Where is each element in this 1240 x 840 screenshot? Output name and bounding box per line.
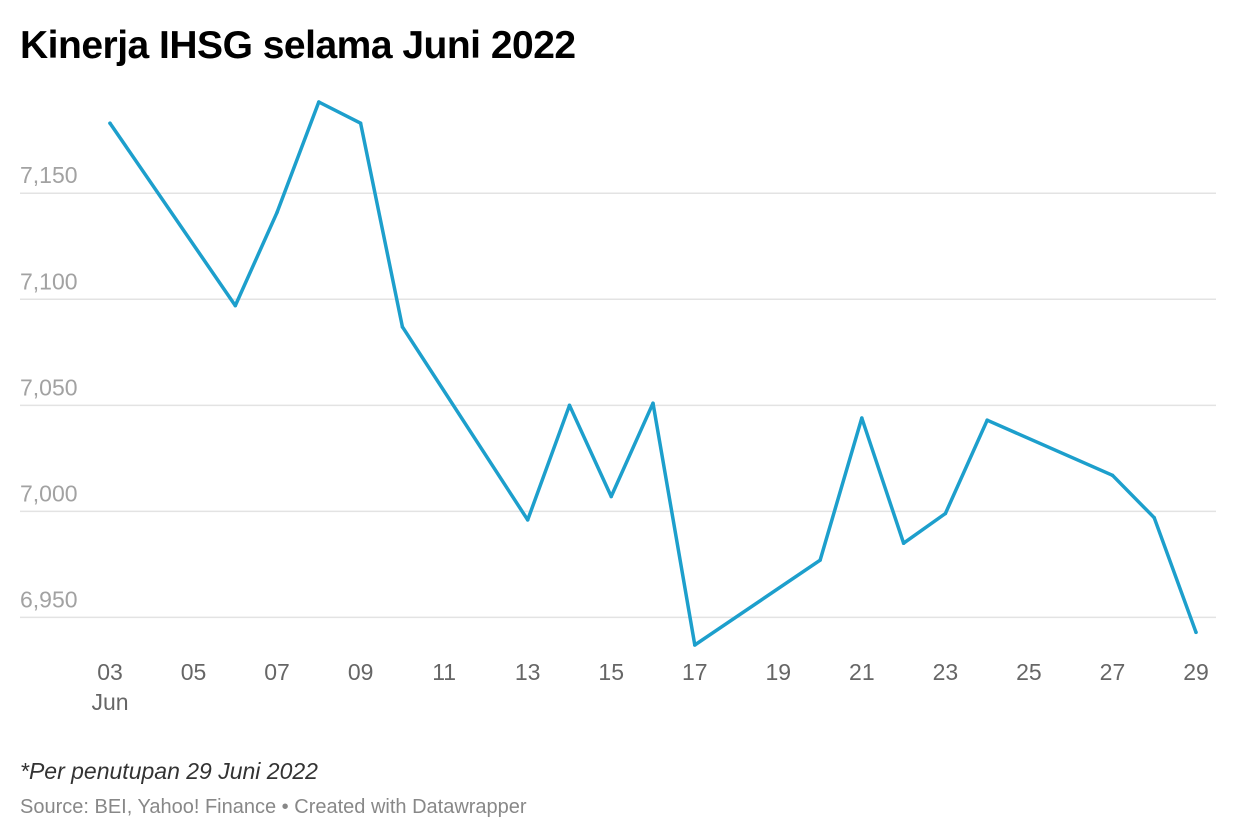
x-tick-label: 25: [1016, 659, 1042, 685]
gridlines: [20, 192, 1216, 619]
data-point: [317, 100, 321, 104]
series-line: [108, 100, 1198, 647]
x-tick-label: 13: [515, 659, 541, 685]
data-point: [1110, 473, 1115, 478]
data-point: [400, 325, 405, 329]
data-point: [525, 518, 530, 522]
data-point: [693, 643, 697, 647]
series-layer: [108, 100, 1198, 647]
x-tick-label: 19: [766, 659, 792, 685]
x-tick-label: 03: [97, 659, 123, 685]
line-chart: 6,950 7,000 7,050 7,100 7,150 03 05 07 09 11 13 15…: [20, 100, 1216, 715]
data-point: [943, 511, 948, 516]
x-tick-label: 11: [432, 659, 456, 685]
y-tick-label: 7,150: [20, 162, 78, 188]
x-axis-labels: 03 05 07 09 11 13 15 17 19 21 23 25 27 29 Jun: [91, 659, 1208, 715]
chart-title: Kinerja IHSG selama Juni 2022: [20, 24, 576, 67]
x-tick-label: 09: [348, 659, 374, 685]
data-point: [108, 121, 112, 125]
x-tick-label: 23: [933, 659, 959, 685]
x-tick-sublabel: Jun: [91, 689, 128, 715]
x-tick-label: 07: [264, 659, 290, 685]
y-tick-label: 6,950: [20, 586, 78, 612]
x-tick-label: 29: [1183, 659, 1209, 685]
data-point: [358, 121, 363, 125]
data-point: [1194, 630, 1198, 635]
source-label: Source:: [20, 796, 89, 818]
y-tick-label: 7,100: [20, 268, 78, 294]
credit-text: Created with Datawrapper: [294, 796, 527, 818]
data-point: [233, 303, 238, 308]
x-tick-label: 15: [598, 659, 624, 685]
source-text: BEI, Yahoo! Finance: [94, 796, 277, 818]
data-point: [818, 558, 822, 562]
data-point: [275, 210, 279, 215]
source-credit: Source: BEI, Yahoo! Finance • Created wi…: [20, 793, 527, 821]
y-tick-label: 7,050: [20, 374, 78, 400]
data-point: [1152, 515, 1156, 520]
x-tick-label: 27: [1100, 659, 1126, 685]
data-point: [985, 418, 989, 422]
x-tick-label: 05: [181, 659, 207, 685]
y-tick-label: 7,000: [20, 480, 78, 506]
data-point: [609, 494, 613, 499]
data-point: [901, 541, 906, 545]
footnote: *Per penutupan 29 Juni 2022: [20, 758, 318, 784]
x-tick-label: 21: [849, 659, 875, 685]
data-point: [860, 416, 864, 420]
y-axis-labels: 6,950 7,000 7,050 7,100 7,150: [20, 162, 78, 612]
x-tick-label: 17: [682, 659, 708, 685]
separator: •: [281, 796, 289, 818]
data-point: [651, 401, 655, 405]
data-point: [567, 403, 572, 408]
